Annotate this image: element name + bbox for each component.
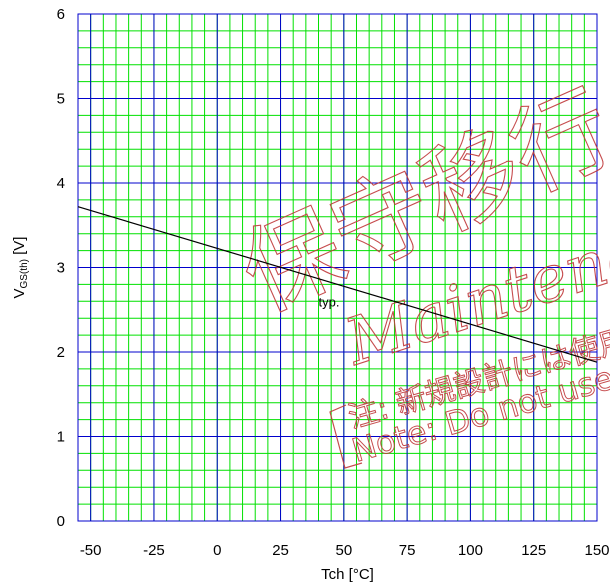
- y-tick-label: 2: [57, 344, 65, 361]
- x-tick-label: 0: [213, 542, 221, 559]
- series-line-0: [77, 206, 598, 363]
- y-tick-label: 6: [57, 6, 65, 23]
- annotation-typ: typ.: [319, 294, 340, 309]
- x-tick-labels: -50 -25 0 25 50 75 100 125 150: [80, 542, 610, 559]
- x-tick-label: 150: [584, 542, 609, 559]
- x-tick-label: 25: [272, 542, 289, 559]
- x-tick-label: -50: [80, 542, 102, 559]
- x-tick-label: 100: [458, 542, 483, 559]
- y-axis-label-sub: GS(th): [19, 259, 30, 288]
- annotation-layer: typ.: [319, 294, 340, 309]
- plot-frame: [77, 13, 598, 522]
- y-tick-label: 5: [57, 91, 65, 108]
- y-tick-labels: 0 1 2 3 4 5 6: [57, 6, 65, 530]
- x-tick-label: 75: [399, 542, 416, 559]
- x-axis-label: Tch [°C]: [321, 566, 374, 583]
- watermark-bracket: [329, 404, 363, 469]
- y-tick-label: 0: [57, 513, 65, 530]
- x-tick-label: 50: [335, 542, 352, 559]
- y-tick-label: 3: [57, 260, 65, 277]
- y-axis-label-main: V: [11, 288, 28, 298]
- y-tick-label: 4: [57, 175, 65, 192]
- series-layer: [77, 206, 598, 363]
- y-axis-label-unit: [V]: [11, 237, 28, 260]
- y-tick-label: 1: [57, 429, 65, 446]
- maintenance-watermark: 保守移行 Maintenance 注: 新規設計には使用しないでください Not…: [225, 70, 610, 470]
- x-tick-label: 125: [521, 542, 546, 559]
- x-tick-label: -25: [143, 542, 165, 559]
- y-axis-label: VGS(th) [V]: [11, 237, 30, 299]
